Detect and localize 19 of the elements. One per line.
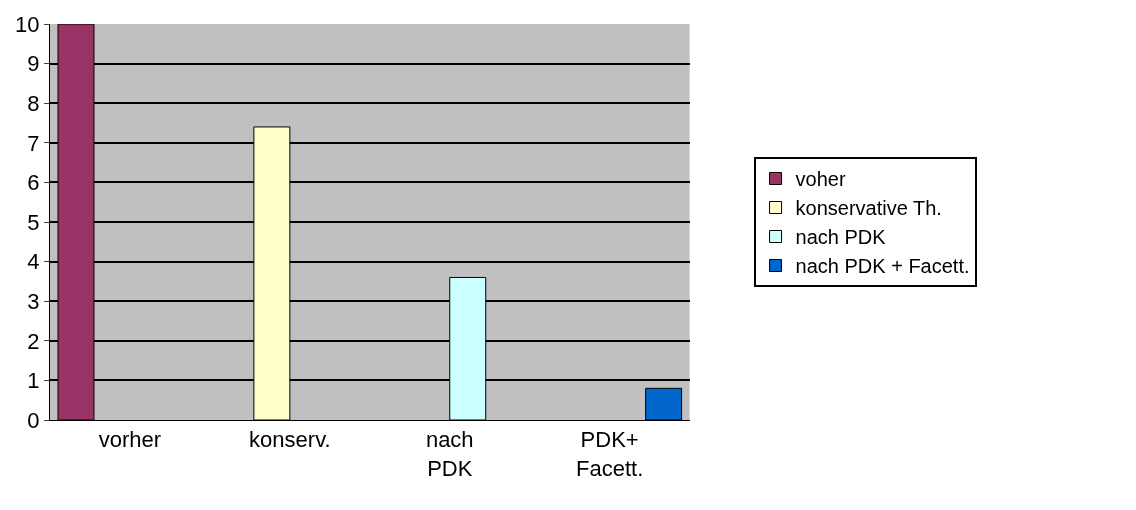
y-tick-label: 4 <box>27 249 40 275</box>
y-tick-label: 5 <box>27 209 40 235</box>
y-tick-label: 1 <box>27 368 40 394</box>
x-tick-label: vorher <box>98 427 162 453</box>
y-tick-label: 9 <box>27 51 40 77</box>
x-tick-label: PDK+ Facett. <box>576 427 644 481</box>
y-tick-label: 3 <box>27 288 40 314</box>
y-tick-label: 8 <box>27 90 40 116</box>
y-tick-label: 0 <box>27 407 40 433</box>
x-tick-label: konserv. <box>249 427 331 453</box>
y-tick-label: 10 <box>15 11 40 37</box>
legend-label: nach PDK + Facett. <box>795 255 970 278</box>
x-tick-label: nach PDK <box>425 427 474 481</box>
legend-label: nach PDK <box>795 226 887 249</box>
y-tick-label: 7 <box>27 130 40 156</box>
y-tick-label: 6 <box>27 170 40 196</box>
legend-label: konservative Th. <box>795 197 942 220</box>
legend-label: voher <box>795 168 846 191</box>
y-tick-label: 2 <box>27 328 40 354</box>
